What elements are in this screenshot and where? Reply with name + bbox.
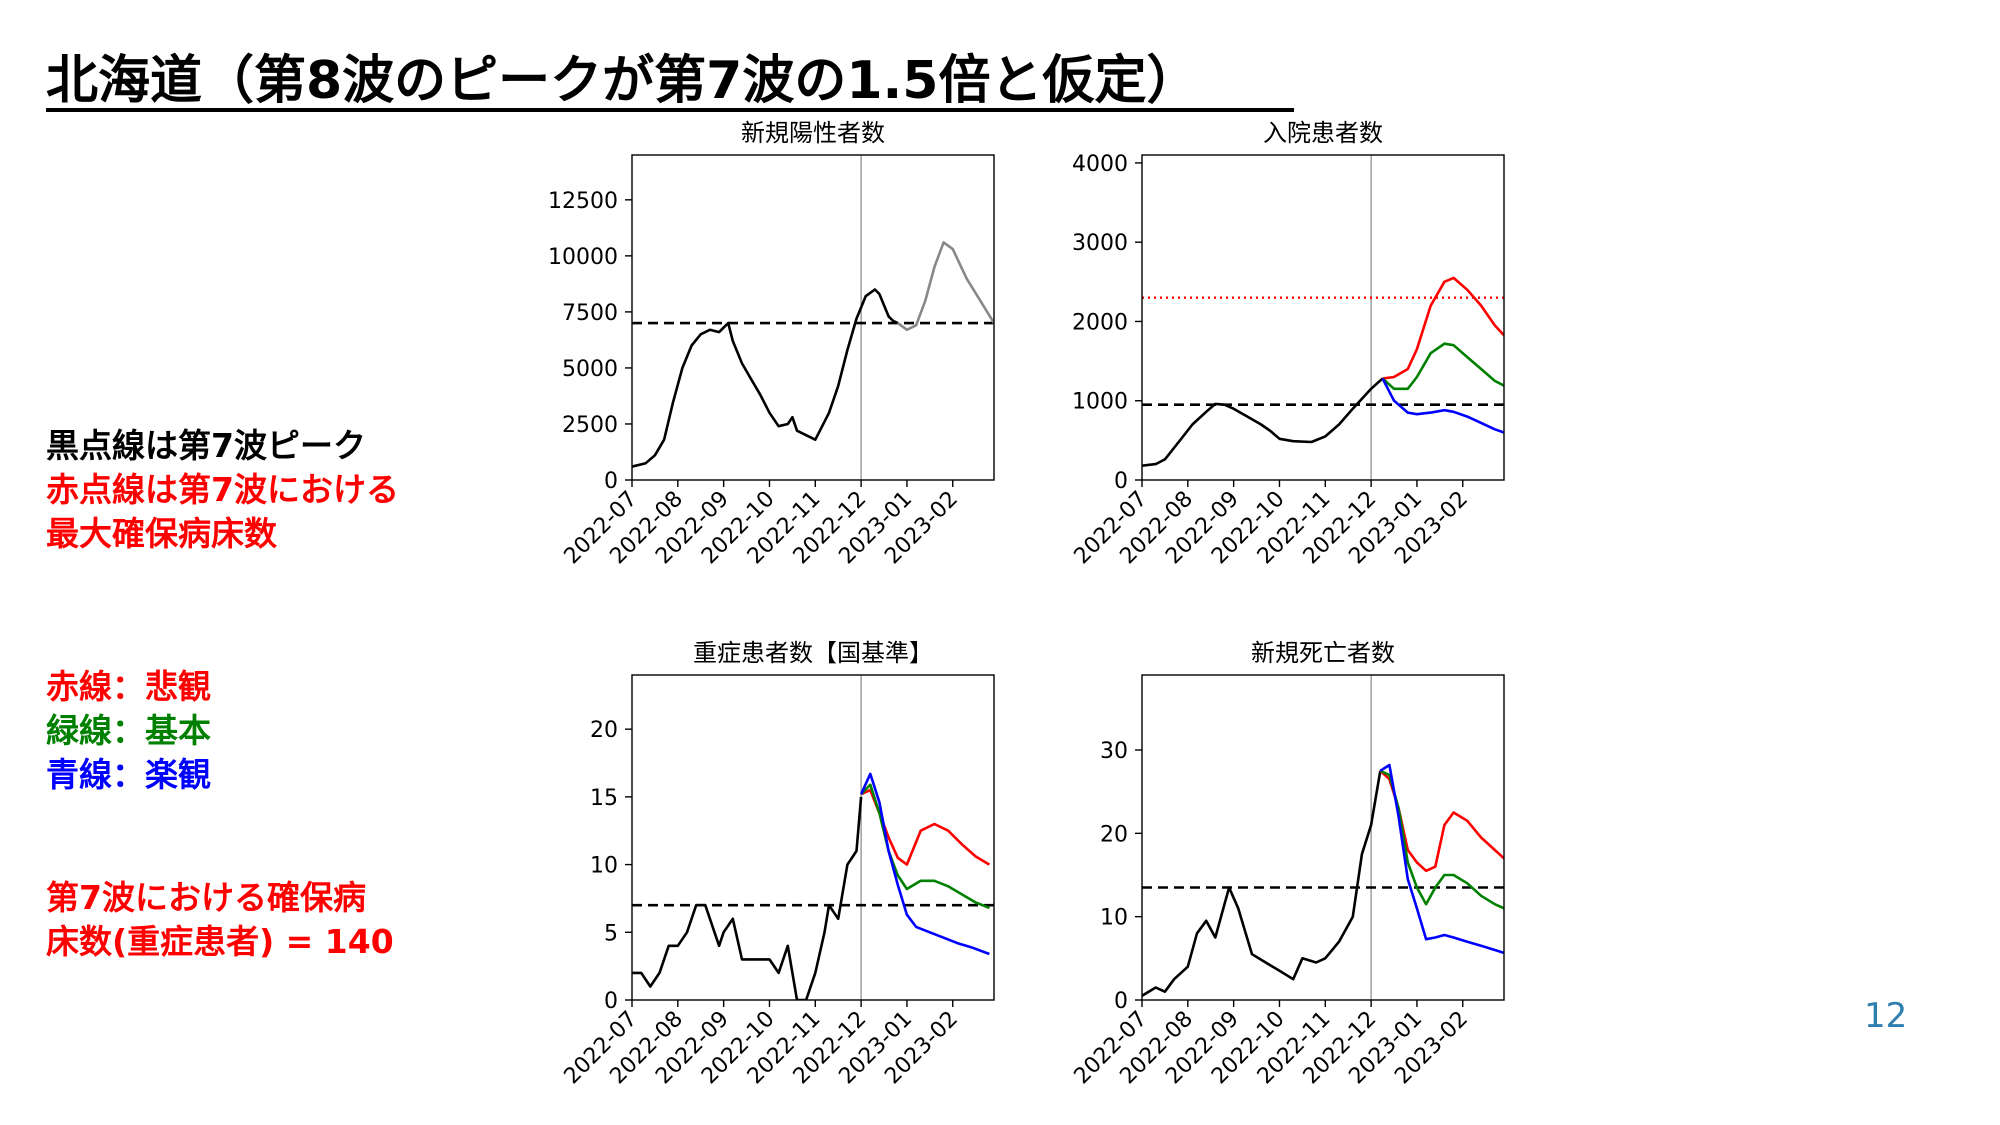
slide-title: 北海道（第8波のピークが第7波の1.5倍と仮定）	[46, 51, 1199, 111]
legend-blue-optimistic: 青線：楽観	[46, 755, 211, 794]
page-number: 12	[1864, 996, 1908, 1036]
series-line-0	[632, 796, 863, 1000]
note-severe-bed-capacity-cont: 床数(重症患者) = 140	[46, 922, 394, 961]
chart-new-positive-cases: 新規陽性者数025005000750010000125002022-072022…	[548, 119, 995, 569]
plot-frame	[1141, 674, 1505, 1001]
series-line-3	[1379, 763, 1504, 955]
plot-frame	[1141, 154, 1505, 481]
series-line-0	[1142, 770, 1382, 997]
legend-green-base: 緑線：基本	[46, 711, 211, 750]
chart-title: 入院患者数	[1263, 119, 1383, 147]
series-line-3	[859, 772, 990, 956]
y-tick-label: 2500	[562, 413, 618, 438]
series-line-0	[1142, 377, 1384, 467]
series-line-2	[1381, 342, 1504, 391]
series-line-0	[632, 288, 899, 468]
series-line-2	[860, 783, 990, 910]
chart-severe-patients: 重症患者数【国基準】051015202022-072022-082022-092…	[560, 639, 995, 1089]
y-tick-label: 15	[590, 786, 618, 811]
y-tick-label: 0	[604, 989, 618, 1014]
series-line-2	[1379, 769, 1504, 910]
legend-red-pessimistic: 赤線：悲観	[46, 667, 211, 706]
y-tick-label: 7500	[562, 301, 618, 326]
note-black-dashed-line: 黒点線は第7波ピーク	[46, 426, 366, 465]
chart-hospitalized-patients: 入院患者数010002000300040002022-072022-082022…	[1070, 119, 1505, 569]
note-severe-bed-capacity: 第7波における確保病	[46, 878, 366, 917]
y-tick-label: 4000	[1072, 152, 1128, 177]
chart-title: 新規死亡者数	[1251, 639, 1395, 667]
y-tick-label: 2000	[1072, 310, 1128, 335]
chart-title: 新規陽性者数	[741, 119, 885, 147]
plot-frame	[631, 154, 995, 481]
note-red-dotted-line-cont: 最大確保病床数	[46, 514, 277, 553]
y-tick-label: 10000	[548, 245, 618, 270]
y-tick-label: 5000	[562, 357, 618, 382]
series-line-1	[897, 241, 994, 332]
y-tick-label: 3000	[1072, 231, 1128, 256]
note-red-dotted-line: 赤点線は第7波における	[46, 470, 399, 509]
y-tick-label: 0	[1114, 469, 1128, 494]
chart-title: 重症患者数【国基準】	[693, 639, 933, 667]
series-line-1	[1382, 276, 1504, 380]
y-tick-label: 0	[604, 469, 618, 494]
y-tick-label: 5	[604, 921, 618, 946]
y-tick-label: 10	[1100, 906, 1128, 931]
y-tick-label: 10	[590, 854, 618, 879]
y-tick-label: 20	[1100, 822, 1128, 847]
y-tick-label: 20	[590, 718, 618, 743]
y-tick-label: 30	[1100, 739, 1128, 764]
title-underline	[46, 108, 1294, 112]
plot-frame	[631, 674, 995, 1001]
y-tick-label: 1000	[1072, 390, 1128, 415]
chart-new-deaths: 新規死亡者数01020302022-072022-082022-092022-1…	[1070, 639, 1505, 1089]
y-tick-label: 12500	[548, 189, 618, 214]
series-line-3	[1381, 377, 1504, 434]
y-tick-label: 0	[1114, 989, 1128, 1014]
